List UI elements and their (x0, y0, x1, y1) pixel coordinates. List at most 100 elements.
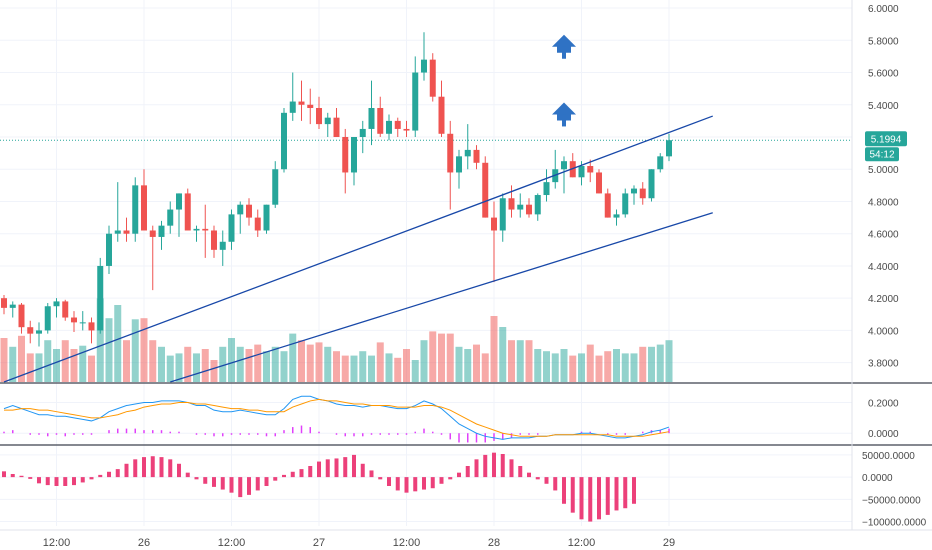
time-tick-label: 12:00 (43, 537, 71, 549)
trendline[interactable] (3, 115, 713, 383)
osc-tick-label: 0.0000 (862, 473, 893, 484)
candle-body[interactable] (473, 149, 480, 163)
oscillator-bar (238, 477, 243, 498)
candle-body[interactable] (228, 214, 235, 242)
candle-body[interactable] (184, 193, 191, 231)
oscillator-bar (325, 459, 330, 478)
candle-body[interactable] (351, 137, 357, 173)
time-axis[interactable]: 12:00 26 12:00 27 12:00 28 12:00 29 (0, 529, 932, 549)
candle-body[interactable] (596, 172, 602, 194)
candle-body[interactable] (211, 230, 217, 250)
candle-body[interactable] (123, 230, 130, 234)
candle-body[interactable] (657, 156, 664, 170)
candle-body[interactable] (631, 188, 637, 194)
candle-body[interactable] (18, 304, 25, 328)
candle-body[interactable] (27, 327, 34, 334)
candle-body[interactable] (534, 195, 541, 215)
candle-body[interactable] (429, 59, 436, 97)
candle-body[interactable] (53, 301, 60, 307)
candle-body[interactable] (141, 185, 147, 231)
candle-body[interactable] (333, 117, 340, 138)
candle-body[interactable] (298, 101, 305, 105)
candle-body[interactable] (1, 298, 7, 308)
candle-body[interactable] (377, 107, 384, 134)
candle-body[interactable] (438, 96, 445, 134)
candle-body[interactable] (9, 304, 16, 308)
volume-bar (481, 353, 489, 382)
candle-body[interactable] (254, 217, 261, 231)
candle-body[interactable] (421, 59, 427, 73)
candle-body[interactable] (36, 330, 42, 334)
candle-body[interactable] (246, 204, 252, 218)
volume-bar (96, 298, 104, 382)
candle-body[interactable] (517, 204, 524, 210)
candle-body[interactable] (482, 162, 489, 218)
candle-body[interactable] (622, 193, 629, 215)
candle-body[interactable] (587, 166, 594, 173)
candle-body[interactable] (604, 193, 611, 218)
candlesticks[interactable] (1, 32, 672, 347)
candle-body[interactable] (272, 169, 279, 205)
candle-body[interactable] (62, 301, 69, 318)
osc-tick-label: −100000.0000 (862, 518, 927, 529)
candle-body[interactable] (386, 120, 392, 134)
candle-body[interactable] (149, 230, 156, 237)
candle-body[interactable] (499, 198, 506, 231)
candle-body[interactable] (342, 137, 349, 173)
candle-body[interactable] (106, 233, 112, 266)
candle-body[interactable] (613, 214, 620, 218)
candle-body[interactable] (359, 128, 366, 138)
candle-body[interactable] (639, 188, 646, 199)
candle-body[interactable] (263, 204, 270, 231)
candle-body[interactable] (491, 217, 497, 231)
volume-bar (280, 351, 288, 382)
volume-bar (193, 353, 200, 382)
candle-body[interactable] (88, 322, 95, 331)
arrow-markers[interactable] (552, 34, 576, 127)
candle-body[interactable] (193, 228, 200, 231)
candle-body[interactable] (403, 128, 410, 131)
oscillator-bar (404, 477, 409, 493)
arrow-up-icon[interactable] (552, 34, 576, 53)
candle-body[interactable] (202, 228, 209, 231)
candle-body[interactable] (219, 241, 226, 250)
candle-body[interactable] (412, 72, 419, 131)
oscillator-bar (264, 477, 269, 486)
oscillator-bar (544, 477, 549, 484)
trendlines[interactable] (3, 115, 713, 383)
candle-body[interactable] (176, 193, 182, 210)
candle-body[interactable] (289, 101, 296, 113)
candle-body[interactable] (561, 161, 567, 170)
candle-body[interactable] (71, 317, 77, 323)
candle-body[interactable] (44, 306, 51, 331)
candle-body[interactable] (132, 185, 139, 234)
candle-body[interactable] (526, 204, 532, 215)
candle-body[interactable] (79, 322, 86, 324)
arrow-up-icon[interactable] (552, 102, 576, 121)
candle-body[interactable] (237, 204, 244, 215)
candle-body[interactable] (456, 156, 462, 173)
candle-body[interactable] (307, 104, 314, 108)
candle-body[interactable] (158, 225, 165, 237)
candle-body[interactable] (368, 107, 375, 129)
candle-body[interactable] (167, 209, 174, 226)
candle-body[interactable] (543, 182, 550, 196)
candle-body[interactable] (281, 112, 287, 170)
trendline[interactable] (170, 212, 713, 383)
candle-body[interactable] (464, 149, 471, 157)
price-tick-label: 3.8000 (868, 359, 899, 370)
pane-separators[interactable] (0, 0, 932, 530)
volume-bar (376, 342, 384, 382)
volume-bar (543, 351, 550, 382)
candle-body[interactable] (324, 117, 331, 125)
candle-body[interactable] (508, 198, 515, 210)
candle-body[interactable] (316, 107, 322, 125)
candle-body[interactable] (648, 169, 655, 199)
candle-body[interactable] (114, 230, 121, 234)
candle-body[interactable] (578, 166, 585, 178)
candle-body[interactable] (666, 140, 672, 157)
candle-body[interactable] (97, 265, 104, 331)
candle-body[interactable] (447, 133, 454, 173)
candle-body[interactable] (394, 120, 401, 129)
